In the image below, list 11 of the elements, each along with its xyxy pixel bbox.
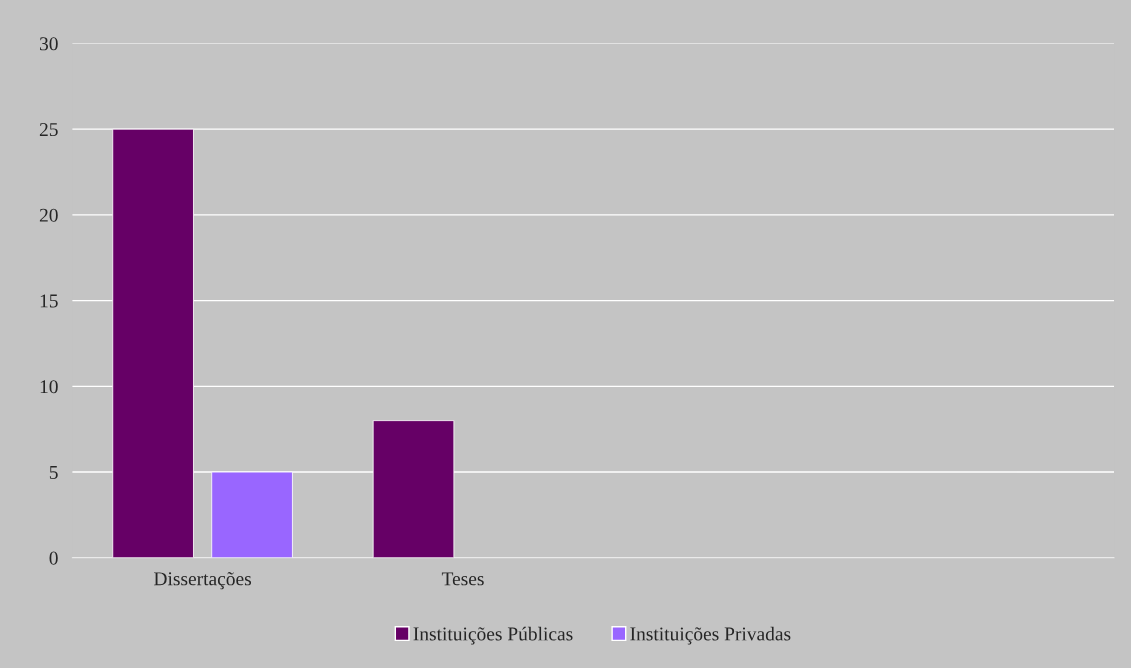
x-tick-label: Dissertações [154,572,252,590]
y-tick-label: 10 [40,380,58,394]
y-tick-label: 30 [39,37,58,51]
x-tick-label: Teses [441,572,484,586]
y-tick-label: 20 [39,208,58,222]
legend-label: Instituições Públicas [413,626,573,645]
y-tick-label: 15 [40,294,58,308]
y-tick-label: 5 [49,466,58,479]
y-tick-label: 25 [39,123,58,137]
y-tick-label: 0 [49,551,58,565]
legend-label: Instituições Privadas [630,626,791,645]
